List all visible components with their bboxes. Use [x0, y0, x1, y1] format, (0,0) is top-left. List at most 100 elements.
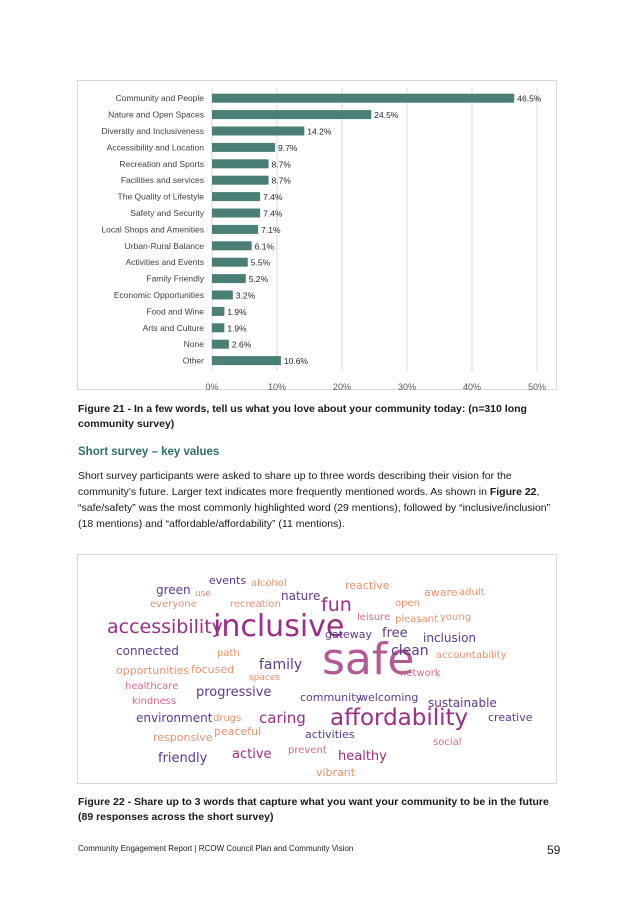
word-leisure: leisure: [357, 612, 391, 623]
figure22-caption: Figure 22 - Share up to 3 words that cap…: [78, 796, 549, 823]
category-label: Activities and Events: [126, 257, 204, 267]
bar-value-label: 9.7%: [278, 143, 298, 153]
word-sustainable: sustainable: [428, 696, 497, 710]
figure-reference: Figure 22: [489, 486, 537, 498]
category-label: Accessibility and Location: [107, 142, 205, 152]
bar: [212, 274, 246, 284]
bar-value-label: 6.1%: [255, 241, 275, 251]
bar: [212, 142, 276, 152]
bar: [212, 192, 261, 202]
category-label: Diversity and Inclusiveness: [101, 126, 204, 136]
page-number: 59: [547, 843, 561, 857]
word-adult: adult: [459, 587, 485, 598]
category-label: Economic Opportunities: [114, 290, 204, 300]
bar-chart-svg: 0% 10% 20% 30% 40% 50% Community and People 46.…: [101, 88, 546, 391]
word-spaces: spaces: [249, 673, 281, 683]
bar: [212, 93, 515, 103]
bar-value-label: 1.9%: [227, 323, 247, 333]
word-reactive: reactive: [345, 579, 390, 592]
word-clean: clean: [391, 643, 429, 659]
bar: [212, 224, 259, 234]
bar: [212, 208, 261, 218]
x-tick-label: 10%: [268, 382, 286, 391]
bar-value-label: 8.7%: [272, 159, 292, 169]
x-tick-label: 50%: [528, 382, 546, 391]
word-affordability: affordability: [330, 705, 469, 731]
word-peaceful: peaceful: [214, 725, 262, 738]
category-label: Other: [183, 356, 204, 366]
bar-value-label: 1.9%: [227, 307, 247, 317]
word-prevent: prevent: [288, 745, 327, 756]
category-label: Family Friendly: [146, 274, 204, 284]
word-environment: environment: [136, 711, 213, 725]
category-label: Community and People: [116, 93, 205, 103]
bar-value-label: 5.5%: [251, 258, 271, 268]
category-label: Safety and Security: [130, 208, 204, 218]
word-fun: fun: [321, 594, 352, 616]
word-progressive: progressive: [196, 685, 272, 700]
word-vibrant: vibrant: [316, 766, 356, 779]
category-label: None: [184, 339, 205, 349]
bar: [212, 339, 229, 349]
bar-value-label: 14.2%: [307, 127, 332, 137]
word-caring: caring: [259, 709, 306, 727]
bar: [212, 323, 225, 333]
category-label: Local Shops and Amenities: [101, 224, 204, 234]
bar-value-label: 2.6%: [232, 340, 252, 350]
word-kindness: kindness: [132, 696, 177, 707]
bar: [212, 290, 233, 300]
word-events: events: [209, 574, 247, 587]
word-network: network: [400, 668, 441, 679]
bar-value-label: 46.5%: [517, 94, 542, 104]
word-aware: aware: [424, 586, 458, 599]
word-creative: creative: [488, 711, 533, 724]
body-text-part1: Short survey participants were asked to …: [78, 470, 512, 498]
word-accountability: accountability: [436, 650, 507, 661]
word-young: young: [440, 612, 472, 623]
figure21-chart: 0% 10% 20% 30% 40% 50% Community and People 46.…: [77, 80, 557, 391]
x-tick-label: 0%: [205, 382, 218, 391]
page-footer: Community Engagement Report | RCOW Counc…: [78, 844, 354, 853]
category-label: Recreation and Sports: [119, 159, 204, 169]
word-inclusion: inclusion: [423, 631, 477, 645]
word-gateway: gateway: [325, 628, 373, 641]
word-free: free: [382, 626, 408, 641]
word-friendly: friendly: [158, 751, 208, 766]
bar: [212, 306, 225, 316]
word-nature: nature: [281, 589, 321, 603]
word-healthcare: healthcare: [125, 681, 179, 692]
bar: [212, 159, 269, 169]
bar-value-label: 7.1%: [261, 225, 281, 235]
bar: [212, 110, 372, 120]
bar-value-label: 7.4%: [263, 192, 283, 202]
word-social: social: [433, 737, 462, 748]
bar: [212, 257, 248, 267]
word-active: active: [232, 747, 272, 762]
word-green: green: [156, 583, 191, 597]
word-everyone: everyone: [150, 599, 197, 610]
word-community: community: [300, 691, 363, 704]
category-label: Nature and Open Spaces: [108, 110, 204, 120]
bar-value-label: 8.7%: [272, 176, 292, 186]
bar: [212, 126, 305, 136]
word-opportunities: opportunities: [116, 664, 190, 677]
bar: [212, 356, 281, 366]
word-responsive: responsive: [153, 731, 213, 744]
word-focused: focused: [191, 663, 235, 676]
word-path: path: [217, 648, 240, 659]
word-drugs: drugs: [213, 713, 242, 724]
bar-value-label: 3.2%: [236, 291, 256, 301]
category-label: Urban-Rural Balance: [125, 241, 205, 251]
bar: [212, 241, 252, 251]
word-alcohol: alcohol: [251, 578, 287, 589]
category-label: Arts and Culture: [143, 323, 205, 333]
word-connected: connected: [116, 644, 179, 658]
bar: [212, 175, 269, 185]
body-paragraph: Short survey participants were asked to …: [78, 468, 560, 532]
figure22-word-cloud: events alcohol reactive green use nature…: [77, 554, 557, 784]
x-tick-label: 30%: [398, 382, 416, 391]
word-use: use: [195, 589, 211, 599]
x-tick-label: 20%: [333, 382, 351, 391]
bar-value-label: 5.2%: [249, 274, 269, 284]
word-activities: activities: [305, 728, 355, 741]
